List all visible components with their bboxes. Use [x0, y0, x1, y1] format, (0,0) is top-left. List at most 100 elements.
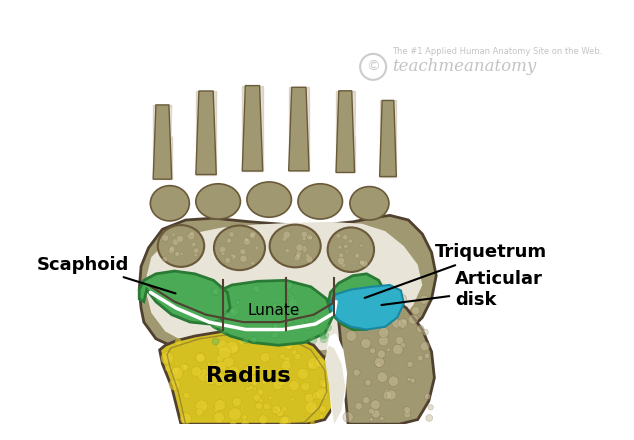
Circle shape — [353, 369, 360, 376]
Circle shape — [172, 239, 179, 246]
Circle shape — [396, 336, 404, 345]
Circle shape — [221, 252, 225, 256]
Circle shape — [288, 294, 295, 301]
Circle shape — [363, 397, 370, 404]
Circle shape — [273, 304, 278, 308]
Circle shape — [193, 248, 199, 253]
Ellipse shape — [196, 184, 240, 219]
Circle shape — [323, 332, 329, 338]
Circle shape — [255, 333, 266, 345]
Circle shape — [229, 408, 241, 420]
Circle shape — [320, 336, 327, 343]
Circle shape — [268, 396, 272, 400]
Circle shape — [196, 353, 205, 363]
Circle shape — [328, 390, 337, 399]
Circle shape — [226, 341, 238, 354]
Circle shape — [368, 408, 375, 414]
Circle shape — [388, 376, 399, 386]
Circle shape — [272, 335, 282, 345]
Circle shape — [196, 409, 203, 416]
Circle shape — [253, 286, 260, 293]
Circle shape — [306, 253, 310, 258]
Circle shape — [359, 260, 365, 265]
Circle shape — [283, 308, 288, 313]
Polygon shape — [264, 43, 283, 131]
Circle shape — [214, 400, 226, 411]
Circle shape — [212, 321, 219, 329]
Circle shape — [320, 406, 327, 413]
Circle shape — [175, 252, 179, 257]
Circle shape — [197, 369, 210, 381]
Circle shape — [230, 308, 235, 313]
Circle shape — [370, 348, 375, 354]
Circle shape — [315, 358, 325, 367]
Ellipse shape — [269, 225, 321, 268]
Circle shape — [272, 405, 281, 414]
Circle shape — [262, 380, 267, 385]
Polygon shape — [356, 53, 374, 136]
Circle shape — [428, 405, 433, 410]
Circle shape — [307, 363, 314, 369]
Polygon shape — [325, 345, 346, 424]
Polygon shape — [339, 290, 434, 424]
Circle shape — [224, 313, 231, 320]
Circle shape — [256, 338, 262, 344]
Circle shape — [417, 325, 424, 333]
Circle shape — [219, 346, 231, 359]
Circle shape — [310, 420, 314, 425]
Ellipse shape — [298, 184, 342, 219]
Circle shape — [281, 416, 288, 424]
Circle shape — [205, 373, 217, 385]
Polygon shape — [218, 44, 236, 133]
Circle shape — [216, 373, 225, 383]
Circle shape — [242, 326, 249, 333]
Circle shape — [216, 355, 224, 362]
Circle shape — [171, 367, 183, 380]
Circle shape — [356, 302, 365, 310]
Circle shape — [243, 238, 250, 245]
Circle shape — [183, 392, 190, 399]
Circle shape — [313, 392, 320, 400]
Circle shape — [240, 249, 246, 255]
Circle shape — [165, 364, 172, 372]
Circle shape — [386, 390, 396, 400]
Circle shape — [256, 334, 266, 345]
Circle shape — [253, 387, 257, 391]
Polygon shape — [328, 274, 385, 330]
Circle shape — [361, 260, 368, 267]
Circle shape — [280, 420, 287, 427]
Circle shape — [223, 311, 230, 317]
Circle shape — [346, 250, 349, 253]
Circle shape — [387, 348, 391, 352]
Circle shape — [365, 379, 371, 386]
Circle shape — [304, 323, 311, 330]
Circle shape — [374, 357, 384, 367]
Circle shape — [355, 311, 363, 319]
Circle shape — [380, 416, 384, 421]
Text: Lunate: Lunate — [248, 304, 300, 319]
Circle shape — [360, 244, 363, 247]
Circle shape — [321, 382, 327, 388]
Circle shape — [346, 302, 352, 308]
Ellipse shape — [150, 186, 190, 221]
Circle shape — [257, 389, 264, 395]
Circle shape — [355, 403, 363, 410]
Text: The #1 Applied Human Anatomy Site on the Web.: The #1 Applied Human Anatomy Site on the… — [392, 47, 602, 55]
Circle shape — [404, 407, 411, 414]
Circle shape — [290, 398, 295, 402]
Circle shape — [287, 319, 292, 324]
Circle shape — [223, 348, 228, 352]
Circle shape — [238, 337, 247, 345]
Circle shape — [338, 245, 342, 249]
Circle shape — [172, 233, 176, 236]
Circle shape — [259, 415, 268, 424]
Circle shape — [337, 257, 345, 264]
Ellipse shape — [247, 182, 292, 217]
Circle shape — [426, 414, 432, 422]
Polygon shape — [380, 100, 396, 176]
Circle shape — [383, 391, 392, 400]
Circle shape — [363, 301, 372, 310]
Circle shape — [219, 246, 226, 253]
Circle shape — [372, 410, 380, 418]
Text: Articular
disk: Articular disk — [382, 270, 543, 309]
